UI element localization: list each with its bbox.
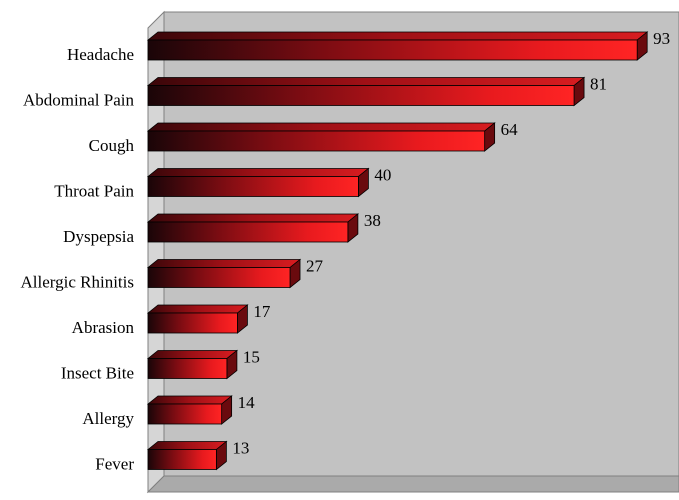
bar-top-face [146, 31, 649, 41]
bar-front-face [147, 358, 228, 379]
bar [146, 76, 586, 107]
bar-front-face [147, 85, 575, 106]
bar [146, 349, 239, 380]
data-label: 81 [590, 75, 607, 94]
bar [146, 167, 370, 198]
category-label: Abdominal Pain [23, 91, 134, 110]
data-label: 40 [374, 166, 391, 185]
bar-top-face [146, 350, 239, 359]
bar-front-face [147, 267, 291, 288]
category-label: Allergic Rhinitis [21, 273, 135, 292]
category-label: Insect Bite [61, 364, 134, 383]
bar [146, 304, 249, 334]
category-label: Abrasion [72, 318, 135, 337]
value-labels: 93 81 64 40 38 27 17 15 14 13 [232, 29, 670, 458]
bar-top-face [146, 77, 586, 86]
data-label: 15 [243, 348, 260, 367]
category-label: Headache [67, 45, 134, 64]
bar-top-face [146, 168, 370, 177]
plot-floor [146, 475, 679, 493]
bar [146, 440, 228, 471]
category-label: Fever [95, 455, 134, 474]
category-label: Dyspepsia [63, 227, 134, 246]
bar-top-face [146, 122, 496, 132]
category-label: Cough [89, 136, 135, 155]
data-label: 13 [232, 439, 249, 458]
bar-front-face [147, 130, 486, 152]
bar-front-face [147, 312, 238, 334]
data-label: 38 [364, 211, 381, 230]
category-label: Allergy [82, 409, 134, 428]
bars-group [146, 31, 649, 471]
bar-top-face [146, 213, 360, 223]
bar-front-face [147, 221, 349, 243]
bar [146, 395, 233, 425]
category-labels: Headache Abdominal Pain Cough Throat Pain Dy… [21, 45, 135, 474]
data-label: 27 [306, 257, 324, 276]
data-label: 93 [653, 29, 670, 48]
data-label: 64 [501, 120, 519, 139]
bar-top-face [146, 304, 249, 314]
bar-top-face [146, 259, 302, 268]
bar-front-face [147, 39, 638, 61]
bar-front-face [147, 403, 223, 425]
bar-front-face [147, 449, 217, 470]
bar-top-face [146, 441, 228, 450]
category-label: Throat Pain [54, 182, 134, 201]
bar-front-face [147, 176, 359, 197]
bar-top-face [146, 395, 233, 405]
bar [146, 122, 496, 152]
bar [146, 31, 649, 61]
data-label: 17 [253, 302, 270, 321]
bar [146, 213, 360, 243]
data-label: 14 [238, 393, 256, 412]
bar [146, 258, 302, 289]
